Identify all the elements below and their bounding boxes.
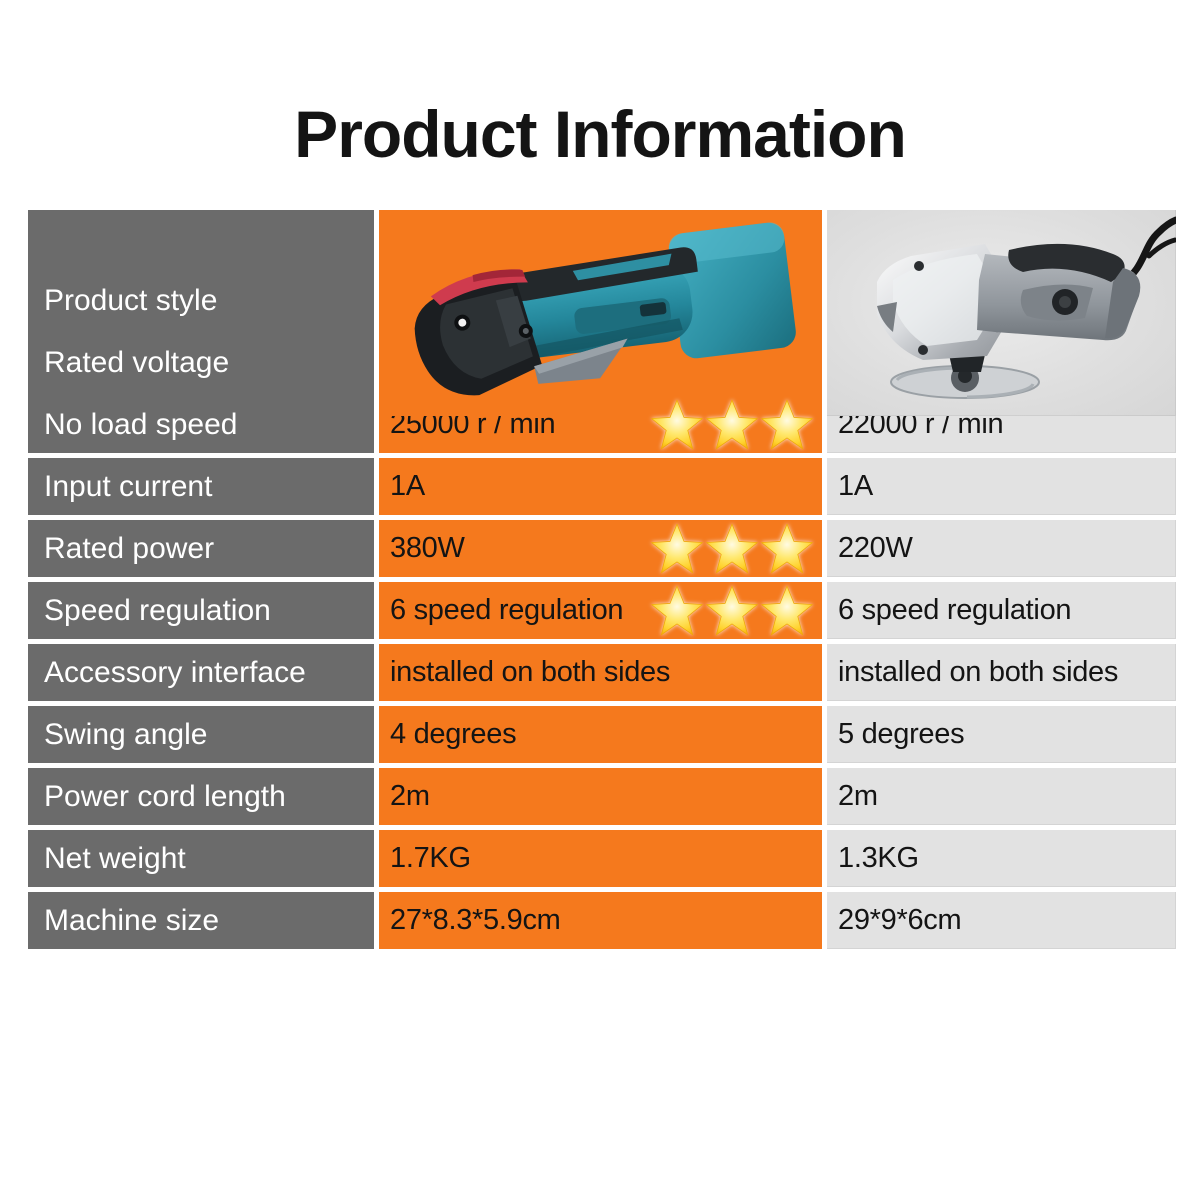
star-icon [706, 399, 758, 449]
spec-row-label-cell: Rated voltage [28, 334, 374, 391]
spec-row-label-cell: Machine size [28, 892, 374, 949]
spec-row-label: Input current [44, 469, 213, 503]
spec-row-label: Swing angle [44, 717, 208, 751]
product-a-value: 4 degrees [390, 718, 517, 750]
product-b-image [877, 216, 1176, 399]
spec-row-product-b-cell: 1A [827, 458, 1176, 515]
product-a-value: installed on both sides [390, 656, 671, 688]
spec-row-product-a-cell: installed on both sides [379, 644, 822, 701]
product-a-value: 1A [390, 470, 425, 502]
spec-row-product-b-cell: 1.3KG [827, 830, 1176, 887]
spec-row-label: Rated power [44, 531, 215, 565]
star-icon [761, 399, 813, 449]
star-icon [706, 585, 758, 635]
spec-row-product-b-cell: 2m [827, 768, 1176, 825]
product-b-value: 2m [838, 780, 878, 812]
rating-stars [650, 522, 814, 576]
spec-row-label-cell: Product style [28, 272, 374, 329]
product-b-value: 220W [838, 532, 913, 564]
rating-stars [650, 584, 814, 638]
spec-row-product-b-cell: 29*9*6cm [827, 892, 1176, 949]
spec-row-label-cell: Speed regulation [28, 582, 374, 639]
product-a-value: 2m [390, 780, 430, 812]
spec-row-label-cell: Swing angle [28, 706, 374, 763]
product-a-image-cell [379, 210, 822, 416]
spec-row-label-cell: Power cord length [28, 768, 374, 825]
spec-row-product-a-cell: 6 speed regulation [379, 582, 822, 639]
product-b-value: 1.3KG [838, 842, 919, 874]
star-icon [651, 399, 703, 449]
spec-row-product-a-cell: 2m [379, 768, 822, 825]
star-icon [651, 585, 703, 635]
spec-row-label: Rated voltage [44, 345, 230, 379]
spec-row-product-a-cell: 380W [379, 520, 822, 577]
spec-row-product-a-cell: 1.7KG [379, 830, 822, 887]
product-a-value: 27*8.3*5.9cm [390, 904, 561, 936]
spec-row-label: No load speed [44, 407, 238, 441]
spec-row-product-b-cell: 6 speed regulation [827, 582, 1176, 639]
spec-row-label: Accessory interface [44, 655, 306, 689]
product-a-value: 380W [390, 532, 465, 564]
spec-row-label-cell: Rated power [28, 520, 374, 577]
page-title: Product Information [294, 97, 907, 171]
product-a-value: 1.7KG [390, 842, 471, 874]
spec-row-label: Net weight [44, 841, 186, 875]
product-b-value: 29*9*6cm [838, 904, 962, 936]
product-a-value: 6 speed regulation [390, 594, 624, 626]
star-icon [761, 585, 813, 635]
product-b-image-cell [827, 210, 1176, 416]
star-icon [706, 523, 758, 573]
spec-row-product-a-cell: 1A [379, 458, 822, 515]
spec-row-label: Machine size [44, 903, 220, 937]
product-b-value: 6 speed regulation [838, 594, 1072, 626]
spec-row-product-a-cell: 4 degrees [379, 706, 822, 763]
spec-row-product-b-cell: installed on both sides [827, 644, 1176, 701]
spec-row-product-b-cell: 220W [827, 520, 1176, 577]
spec-row-product-a-cell: 27*8.3*5.9cm [379, 892, 822, 949]
rating-stars [650, 398, 814, 452]
spec-row-label-cell: No load speed [28, 396, 374, 453]
spec-row-label: Product style [44, 283, 218, 317]
product-b-value: 5 degrees [838, 718, 965, 750]
spec-row-label-cell: Accessory interface [28, 644, 374, 701]
product-b-value: 1A [838, 470, 873, 502]
spec-row-label-cell: Net weight [28, 830, 374, 887]
star-icon [651, 523, 703, 573]
spec-row-label-cell: Input current [28, 458, 374, 515]
product-a-image [414, 222, 796, 396]
spec-row-label: Speed regulation [44, 593, 271, 627]
product-b-value: installed on both sides [838, 656, 1119, 688]
product-spec-table: Product [28, 210, 1176, 949]
star-icon [761, 523, 813, 573]
spec-row-label: Power cord length [44, 779, 286, 813]
spec-row-product-b-cell: 5 degrees [827, 706, 1176, 763]
